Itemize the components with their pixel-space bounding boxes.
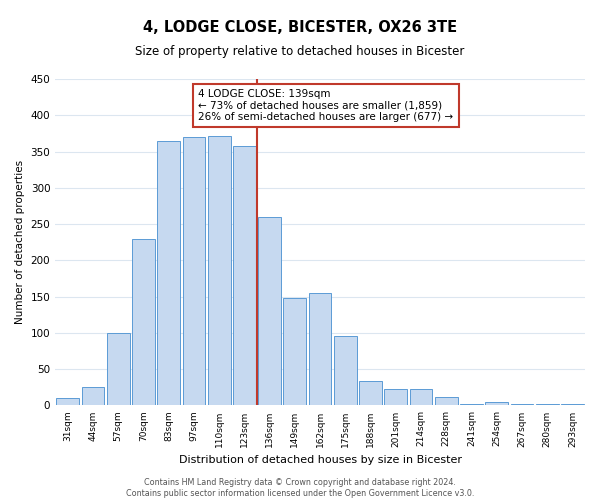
Text: Size of property relative to detached houses in Bicester: Size of property relative to detached ho… xyxy=(136,45,464,58)
Bar xyxy=(283,298,306,406)
Bar xyxy=(182,137,205,406)
Bar xyxy=(132,238,155,406)
Text: Contains HM Land Registry data © Crown copyright and database right 2024.
Contai: Contains HM Land Registry data © Crown c… xyxy=(126,478,474,498)
Text: 4, LODGE CLOSE, BICESTER, OX26 3TE: 4, LODGE CLOSE, BICESTER, OX26 3TE xyxy=(143,20,457,35)
Bar xyxy=(334,336,356,406)
X-axis label: Distribution of detached houses by size in Bicester: Distribution of detached houses by size … xyxy=(179,455,461,465)
Bar xyxy=(208,136,230,406)
Bar xyxy=(359,381,382,406)
Bar xyxy=(385,390,407,406)
Bar xyxy=(410,390,433,406)
Bar xyxy=(258,217,281,406)
Bar xyxy=(56,398,79,406)
Bar xyxy=(435,398,458,406)
Bar xyxy=(511,404,533,406)
Text: 4 LODGE CLOSE: 139sqm
← 73% of detached houses are smaller (1,859)
26% of semi-d: 4 LODGE CLOSE: 139sqm ← 73% of detached … xyxy=(198,89,454,122)
Bar xyxy=(107,333,130,406)
Bar xyxy=(460,404,483,406)
Y-axis label: Number of detached properties: Number of detached properties xyxy=(15,160,25,324)
Bar xyxy=(233,146,256,406)
Bar xyxy=(561,404,584,406)
Bar xyxy=(485,402,508,406)
Bar xyxy=(536,404,559,406)
Bar xyxy=(309,293,331,406)
Bar xyxy=(157,140,180,406)
Bar xyxy=(82,388,104,406)
